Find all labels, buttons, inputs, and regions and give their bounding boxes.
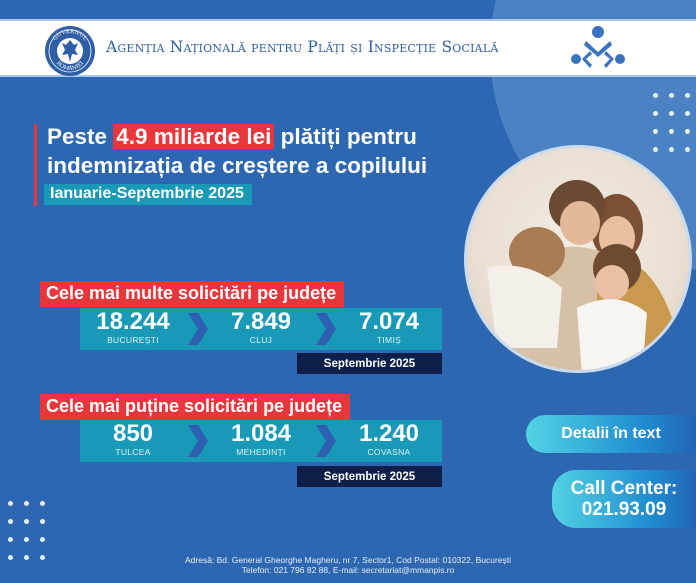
fewest-requests-title: Cele mai puține solicitări pe județe (40, 394, 351, 420)
decorative-dots-bottom (8, 501, 46, 560)
chevron-right-icon (312, 308, 338, 350)
footer-contact: Adresă: Bd. General Gheorghe Magheru, nr… (0, 555, 696, 575)
call-center-badge: Call Center: 021.93.09 (552, 470, 696, 528)
footer-address: Adresă: Bd. General Gheorghe Magheru, nr… (184, 555, 512, 565)
most-requests-stats: 18.244 BUCUREȘTI 7.849 CLUJ 7.074 TIMIȘ (80, 308, 442, 350)
stat-item: 7.074 TIMIȘ (344, 308, 434, 350)
stat-item: 1.084 MEHEDINȚI (216, 420, 306, 462)
fewest-requests-month-badge: Septembrie 2025 (297, 466, 442, 487)
stat-value: 1.240 (358, 420, 420, 447)
stat-value: 1.084 (230, 420, 292, 447)
decorative-dots-top (653, 93, 691, 152)
footer-phone-email: Telefon: 021 796 82 88, E-mail: secretar… (241, 565, 455, 575)
stat-county: TIMIȘ (376, 335, 402, 345)
stat-value: 850 (112, 420, 154, 447)
call-center-label: Call Center: (570, 478, 678, 499)
svg-text:ROMÂNIEI: ROMÂNIEI (55, 60, 85, 72)
call-center-number: 021.93.09 (581, 499, 667, 520)
most-requests-title: Cele mai multe solicitări pe județe (40, 281, 345, 307)
chevron-right-icon (184, 308, 210, 350)
agency-name: Agenția Națională pentru Plăți și Inspec… (106, 38, 499, 56)
stat-item: 18.244 BUCUREȘTI (88, 308, 178, 350)
headline-line-1: Peste 4.9 miliarde lei plătiți pentru (47, 124, 417, 149)
stat-county: MEHEDINȚI (236, 447, 286, 457)
stat-county: TULCEA (115, 447, 151, 457)
stat-county: BUCUREȘTI (107, 335, 159, 345)
fewest-requests-stats: 850 TULCEA 1.084 MEHEDINȚI 1.240 COVASNA (80, 420, 442, 462)
family-photo (464, 145, 692, 373)
headline-line-2: indemnizația de creștere a copilului (47, 153, 428, 178)
stat-value: 7.074 (358, 308, 420, 335)
headline-accent-bar (34, 124, 37, 206)
stat-county: COVASNA (367, 447, 411, 457)
chevron-right-icon (184, 420, 210, 462)
stat-county: CLUJ (249, 335, 273, 345)
details-in-text-button[interactable]: Detalii în text (526, 415, 696, 453)
header-banner: GUVERNUL ROMÂNIEI Agenția Națională pent… (0, 19, 696, 77)
anpis-people-logo-icon (571, 26, 625, 68)
chevron-right-icon (312, 420, 338, 462)
stat-item: 7.849 CLUJ (216, 308, 306, 350)
government-seal-icon: GUVERNUL ROMÂNIEI (45, 26, 95, 76)
family-hug-illustration (487, 180, 672, 370)
period-badge: Ianuarie-Septembrie 2025 (44, 184, 252, 205)
stat-item: 1.240 COVASNA (344, 420, 434, 462)
headline-highlight-amount: 4.9 miliarde lei (113, 124, 275, 149)
stat-value: 7.849 (230, 308, 292, 335)
stat-item: 850 TULCEA (88, 420, 178, 462)
most-requests-month-badge: Septembrie 2025 (297, 353, 442, 374)
headline: Peste 4.9 miliarde lei plătiți pentru in… (47, 122, 427, 180)
stat-value: 18.244 (96, 308, 170, 335)
